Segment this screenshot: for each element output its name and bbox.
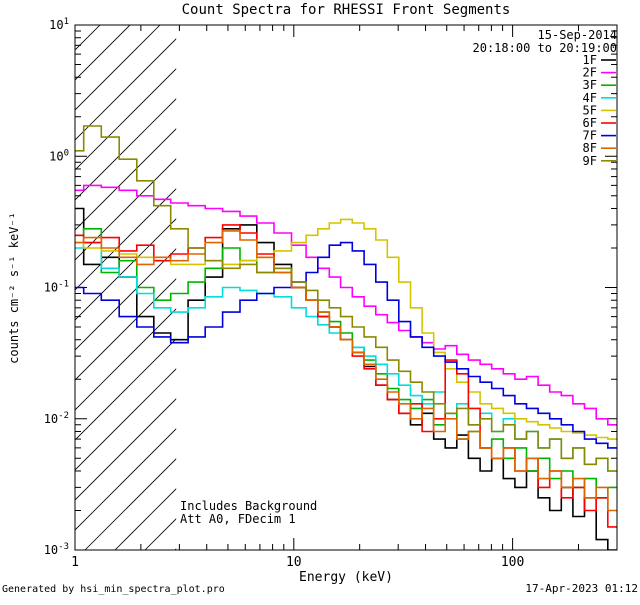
legend-label-5F: 5F: [583, 103, 597, 117]
series-5F: [75, 218, 617, 440]
legend-label-1F: 1F: [583, 53, 597, 67]
y-axis-label: counts cm⁻² s⁻¹ keV⁻¹: [7, 212, 21, 364]
y-tick-label: 10-2: [44, 411, 69, 426]
hatched-region: [75, 25, 177, 550]
x-tick-label: 1: [71, 555, 79, 570]
y-tick-label: 10-1: [44, 280, 69, 295]
legend-label-9F: 9F: [583, 154, 597, 168]
date-label: 15-Sep-2014: [538, 28, 617, 42]
time-range-label: 20:18:00 to 20:19:00: [473, 41, 618, 55]
series-1F: [75, 207, 617, 550]
footer-timestamp: 17-Apr-2023 01:12: [525, 582, 638, 595]
legend-label-4F: 4F: [583, 91, 597, 105]
x-tick-label: 10: [286, 555, 302, 570]
series-2F: [75, 184, 617, 426]
legend-label-2F: 2F: [583, 66, 597, 80]
legend-label-3F: 3F: [583, 78, 597, 92]
axis-ticks: [74, 24, 618, 551]
y-tick-label: 100: [49, 148, 69, 163]
annotation-attenuator: Att A0, FDecim 1: [180, 512, 296, 526]
legend-label-7F: 7F: [583, 129, 597, 143]
series-3F: [75, 228, 617, 499]
series-8F: [75, 230, 617, 512]
x-tick-label: 100: [501, 555, 524, 570]
series-4F: [75, 241, 617, 472]
plot-title: Count Spectra for RHESSI Front Segments: [182, 2, 511, 18]
y-tick-label: 10-3: [44, 542, 69, 557]
plot-frame: [74, 24, 618, 551]
legend-label-8F: 8F: [583, 141, 597, 155]
series-9F: [75, 125, 617, 472]
footer-generator-label: Generated by hsi_min_spectra_plot.pro: [2, 584, 225, 595]
annotation-includes-background: Includes Background: [180, 499, 317, 513]
x-axis-label: Energy (keV): [299, 570, 393, 585]
series-7F: [75, 241, 617, 449]
axis-tick-labels: 1 10 100 10-3 10-2 10-1 100 101: [44, 17, 525, 570]
legend-label-6F: 6F: [583, 116, 597, 130]
plot-dynamic-layer: 1 10 100 10-3 10-2 10-1 100 101 1F2F3F4F5F6F7F8F…: [44, 17, 618, 570]
y-tick-label: 101: [49, 17, 69, 32]
